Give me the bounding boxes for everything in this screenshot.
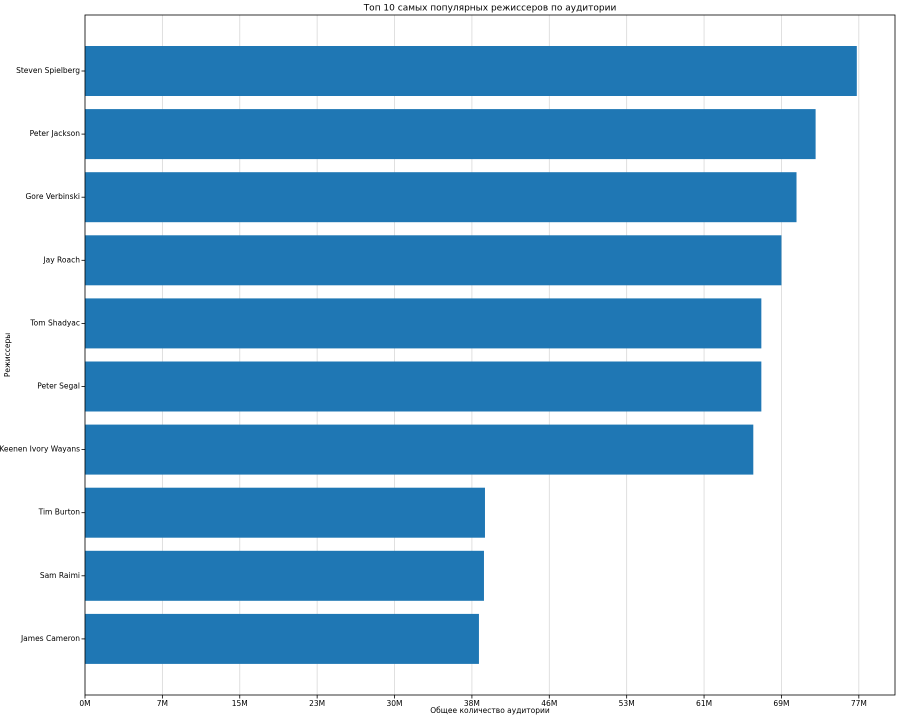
bar	[85, 361, 762, 412]
plot-frame	[84, 14, 896, 696]
y-axis-label: Режиссеры	[3, 333, 12, 377]
bar	[85, 172, 797, 223]
y-tick-label: Peter Jackson	[30, 129, 81, 138]
x-tick-label: 38M	[464, 699, 480, 708]
y-tick-label: Steven Spielberg	[16, 66, 80, 75]
x-tick-label: 30M	[387, 699, 403, 708]
y-tick-label: Sam Raimi	[40, 571, 80, 580]
x-tick-label: 23M	[309, 699, 325, 708]
bar	[85, 613, 479, 664]
bar	[85, 46, 857, 96]
bar	[85, 487, 485, 538]
bar	[85, 424, 754, 475]
x-tick-label: 61M	[696, 699, 712, 708]
y-tick-label: Jay Roach	[42, 255, 80, 264]
bar	[85, 235, 782, 286]
y-tick-label: Tim Burton	[38, 508, 81, 517]
x-axis-label: Общее количество аудитории	[430, 706, 550, 715]
x-tick-label: 15M	[232, 699, 248, 708]
y-tick-label: James Cameron	[20, 634, 80, 643]
y-tick-label: Keenen Ivory Wayans	[0, 445, 80, 454]
bar	[85, 109, 816, 160]
x-tick-label: 53M	[619, 699, 635, 708]
x-tick-label: 77M	[851, 699, 867, 708]
y-tick-label: Peter Segal	[37, 382, 80, 391]
bar	[85, 550, 484, 601]
x-tick-label: 69M	[773, 699, 789, 708]
y-tick-label: Tom Shadyac	[29, 318, 80, 327]
bar	[85, 298, 762, 349]
x-tick-label: 0M	[79, 699, 90, 708]
y-tick-label: Gore Verbinski	[26, 192, 81, 201]
x-tick-label: 7M	[157, 699, 168, 708]
x-tick-label: 46M	[541, 699, 557, 708]
chart-title: Топ 10 самых популярных режиссеров по ау…	[363, 4, 617, 14]
